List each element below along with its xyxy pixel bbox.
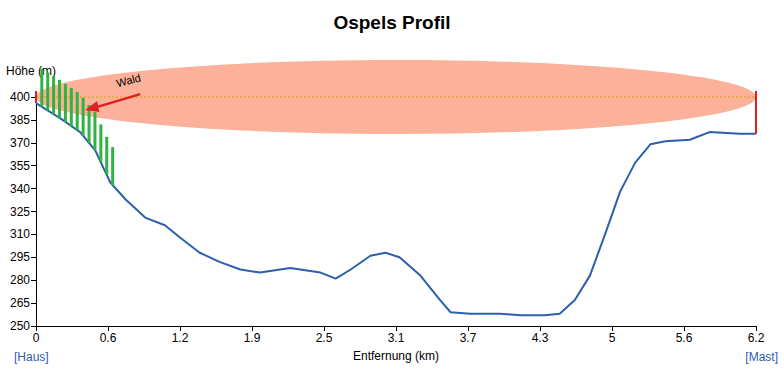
svg-text:1.2: 1.2: [172, 331, 189, 345]
svg-text:Wald: Wald: [115, 72, 142, 90]
svg-text:Entfernung (km): Entfernung (km): [353, 349, 439, 363]
svg-text:6.2: 6.2: [748, 331, 765, 345]
svg-text:0.6: 0.6: [100, 331, 117, 345]
svg-text:250: 250: [10, 319, 30, 333]
svg-text:[Haus]: [Haus]: [14, 350, 49, 364]
svg-text:3.1: 3.1: [388, 331, 405, 345]
svg-text:385: 385: [10, 113, 30, 127]
svg-text:370: 370: [10, 136, 30, 150]
svg-text:400: 400: [10, 90, 30, 104]
svg-text:5: 5: [609, 331, 616, 345]
svg-text:310: 310: [10, 227, 30, 241]
svg-text:1.9: 1.9: [244, 331, 261, 345]
svg-text:3.7: 3.7: [460, 331, 477, 345]
svg-text:Ospels Profil: Ospels Profil: [333, 12, 450, 33]
svg-text:2.5: 2.5: [316, 331, 333, 345]
svg-text:340: 340: [10, 182, 30, 196]
svg-text:280: 280: [10, 273, 30, 287]
svg-text:0: 0: [33, 331, 40, 345]
svg-text:5.6: 5.6: [676, 331, 693, 345]
svg-text:4.3: 4.3: [532, 331, 549, 345]
svg-text:325: 325: [10, 205, 30, 219]
svg-text:295: 295: [10, 250, 30, 264]
svg-text:355: 355: [10, 159, 30, 173]
svg-text:Höhe (m): Höhe (m): [6, 64, 56, 78]
svg-text:[Mast]: [Mast]: [745, 350, 778, 364]
svg-text:265: 265: [10, 296, 30, 310]
